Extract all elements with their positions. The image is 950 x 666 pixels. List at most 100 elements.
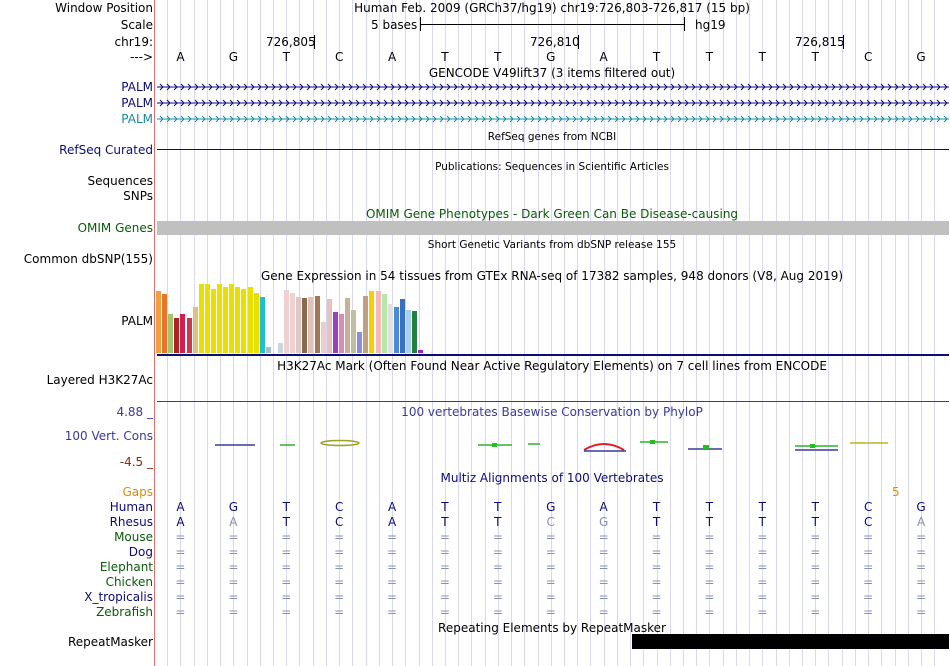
gtex-tissue-bar[interactable] bbox=[229, 284, 235, 353]
gtex-tissue-bar[interactable] bbox=[180, 313, 186, 353]
gtex-tissue-bar[interactable] bbox=[217, 284, 222, 353]
phylop-label[interactable]: 100 Vert. Cons bbox=[64, 429, 153, 443]
gencode-item-label-2[interactable]: PALM bbox=[121, 96, 153, 110]
gtex-tissue-bar[interactable] bbox=[223, 286, 229, 353]
grid-line bbox=[907, 0, 909, 666]
gtex-tissue-bar[interactable] bbox=[357, 332, 363, 353]
gencode-track-title[interactable]: GENCODE V49lift37 (3 items filtered out) bbox=[428, 66, 676, 80]
species-label[interactable]: Elephant bbox=[99, 560, 153, 574]
species-label[interactable]: Dog bbox=[128, 545, 153, 559]
gtex-tissue-bar[interactable] bbox=[338, 313, 344, 353]
gtex-tissue-bar[interactable] bbox=[418, 349, 424, 353]
species-label[interactable]: X_tropicalis bbox=[84, 590, 153, 604]
gtex-tissue-bar[interactable] bbox=[387, 304, 393, 353]
gtex-tissue-bar[interactable] bbox=[375, 291, 381, 353]
gtex-tissue-bar[interactable] bbox=[156, 291, 161, 353]
gtex-tissue-bar[interactable] bbox=[162, 294, 168, 353]
gtex-tissue-bar[interactable] bbox=[308, 297, 314, 353]
alignment-base: = bbox=[334, 575, 345, 589]
species-label[interactable]: Zebrafish bbox=[96, 605, 153, 619]
gtex-tissue-bar[interactable] bbox=[302, 297, 308, 353]
gencode-features[interactable] bbox=[0, 0, 950, 130]
gtex-tissue-bar[interactable] bbox=[192, 306, 198, 353]
publications-label-snps[interactable]: SNPs bbox=[123, 189, 153, 203]
gtex-tissue-bar[interactable] bbox=[326, 299, 332, 353]
grid-line bbox=[815, 0, 817, 666]
alignment-base: = bbox=[916, 605, 927, 619]
h3k27ac-track-title[interactable]: H3K27Ac Mark (Often Found Near Active Re… bbox=[277, 359, 827, 373]
alignment-base: = bbox=[228, 545, 239, 559]
gencode-feature-2[interactable] bbox=[157, 99, 949, 107]
alignment-base: = bbox=[704, 560, 715, 574]
publications-track-title[interactable]: Publications: Sequences in Scientific Ar… bbox=[435, 161, 669, 173]
gtex-tissue-bar[interactable] bbox=[332, 311, 338, 353]
gtex-tissue-bar[interactable] bbox=[253, 292, 259, 353]
gtex-tissue-bar[interactable] bbox=[399, 299, 405, 353]
refseq-feature-line[interactable] bbox=[157, 149, 949, 150]
gtex-tissue-bar[interactable] bbox=[186, 318, 192, 353]
gtex-tissue-bar[interactable] bbox=[406, 309, 411, 353]
reference-base: T bbox=[282, 50, 290, 64]
species-label[interactable]: Rhesus bbox=[109, 515, 153, 529]
publications-label-sequences[interactable]: Sequences bbox=[87, 174, 153, 188]
gtex-tissue-bar[interactable] bbox=[277, 342, 283, 353]
omim-label[interactable]: OMIM Genes bbox=[77, 221, 153, 235]
repeatmasker-track-title[interactable]: Repeating Elements by RepeatMasker bbox=[438, 621, 666, 635]
omim-track-title[interactable]: OMIM Gene Phenotypes - Dark Green Can Be… bbox=[365, 207, 739, 221]
gtex-tissue-bar[interactable] bbox=[369, 291, 375, 353]
gencode-item-label-1[interactable]: PALM bbox=[121, 80, 153, 94]
gtex-track-title[interactable]: Gene Expression in 54 tissues from GTEx … bbox=[260, 269, 844, 283]
alignment-base: = bbox=[545, 605, 556, 619]
gtex-tissue-bar[interactable] bbox=[235, 286, 241, 353]
refseq-label[interactable]: RefSeq Curated bbox=[59, 143, 153, 157]
phylop-conservation-plot[interactable] bbox=[0, 0, 950, 470]
gtex-tissue-bar[interactable] bbox=[210, 288, 216, 353]
gencode-feature-3[interactable] bbox=[157, 115, 949, 123]
gtex-tissue-bar[interactable] bbox=[290, 292, 296, 353]
gtex-tissue-bar[interactable] bbox=[168, 313, 174, 353]
gtex-tissue-bar[interactable] bbox=[345, 297, 350, 353]
gtex-tissue-bar[interactable] bbox=[393, 306, 399, 353]
repeatmasker-label[interactable]: RepeatMasker bbox=[67, 635, 153, 649]
alignment-base: A bbox=[176, 515, 185, 529]
gtex-tissue-bar[interactable] bbox=[314, 295, 320, 353]
grid-line bbox=[590, 0, 592, 666]
dbsnp-track-title[interactable]: Short Genetic Variants from dbSNP releas… bbox=[427, 239, 677, 251]
gencode-feature-1[interactable] bbox=[157, 83, 949, 91]
alignment-base: = bbox=[439, 560, 450, 574]
gtex-tissue-bar[interactable] bbox=[259, 297, 265, 353]
gtex-label[interactable]: PALM bbox=[121, 314, 153, 328]
gtex-tissue-bar[interactable] bbox=[198, 284, 204, 353]
grid-line bbox=[828, 0, 830, 666]
h3k27ac-label[interactable]: Layered H3K27Ac bbox=[46, 373, 153, 387]
gtex-tissue-bar[interactable] bbox=[363, 295, 369, 353]
gtex-tissue-bar[interactable] bbox=[174, 318, 180, 353]
alignment-base: = bbox=[387, 590, 398, 604]
gencode-item-label-3[interactable]: PALM bbox=[121, 112, 153, 126]
gtex-tissue-bar[interactable] bbox=[265, 347, 271, 353]
gtex-tissue-bar[interactable] bbox=[412, 311, 418, 353]
alignment-base: = bbox=[757, 590, 768, 604]
gtex-tissue-bar[interactable] bbox=[296, 297, 302, 353]
gtex-tissue-bar[interactable] bbox=[241, 288, 247, 353]
omim-feature-bar[interactable] bbox=[157, 221, 949, 235]
alignment-base: C bbox=[863, 515, 873, 529]
gtex-tissue-bar[interactable] bbox=[381, 294, 387, 353]
gtex-tissue-bar[interactable] bbox=[247, 286, 253, 353]
species-label[interactable]: Human bbox=[109, 500, 153, 514]
gtex-tissue-bar[interactable] bbox=[204, 284, 210, 353]
gtex-tissue-bar[interactable] bbox=[351, 310, 357, 353]
alignment-base: = bbox=[704, 545, 715, 559]
alignment-base: = bbox=[439, 530, 450, 544]
repeatmasker-element[interactable] bbox=[632, 634, 949, 649]
dbsnp-label[interactable]: Common dbSNP(155) bbox=[23, 252, 153, 266]
refseq-track-title[interactable]: RefSeq genes from NCBI bbox=[487, 131, 617, 143]
multiz-track-title[interactable]: Multiz Alignments of 100 Vertebrates bbox=[440, 471, 664, 485]
gtex-tissue-bar[interactable] bbox=[320, 322, 326, 353]
gtex-tissue-bar[interactable] bbox=[284, 290, 289, 353]
species-label[interactable]: Chicken bbox=[105, 575, 153, 589]
phylop-track-title[interactable]: 100 vertebrates Basewise Conservation by… bbox=[401, 405, 703, 419]
gaps-label[interactable]: Gaps bbox=[122, 485, 153, 499]
species-label[interactable]: Mouse bbox=[114, 530, 153, 544]
